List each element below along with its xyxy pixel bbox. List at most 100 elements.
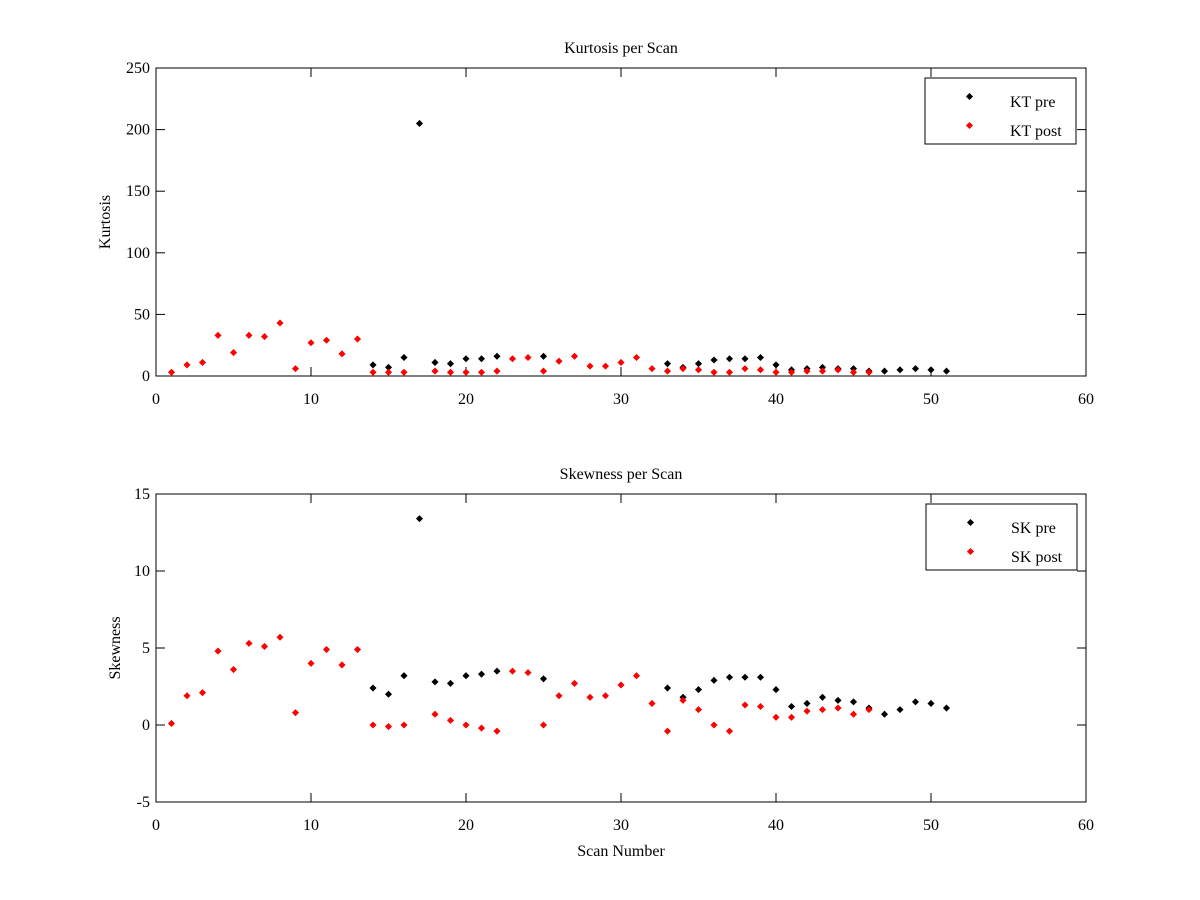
point-sk-post — [787, 713, 796, 721]
y-tick-label: 200 — [126, 122, 150, 139]
point-kt-post — [803, 367, 811, 375]
point-sk-post — [353, 646, 362, 654]
point-sk-post — [276, 633, 284, 641]
point-sk-post — [167, 719, 176, 727]
point-kt-pre — [539, 352, 548, 360]
y-tick-label: 5 — [142, 640, 150, 657]
point-kt-pre — [942, 367, 951, 375]
legend-label-sk-pre: SK pre — [1011, 520, 1056, 537]
point-sk-pre — [880, 710, 889, 718]
point-sk-post — [865, 706, 873, 714]
y-tick-label: 100 — [126, 245, 150, 262]
point-kt-post — [849, 368, 858, 376]
point-sk-post — [229, 666, 238, 674]
point-sk-post — [818, 706, 827, 714]
point-sk-pre — [710, 676, 718, 684]
point-sk-pre — [942, 704, 951, 712]
point-kt-post — [229, 349, 238, 357]
point-sk-post — [679, 696, 687, 704]
x-tick-label: 60 — [1078, 391, 1094, 408]
y-tick-label: -5 — [137, 794, 150, 811]
point-sk-pre — [539, 675, 548, 683]
skewness-title: Skewness per Scan — [560, 466, 683, 483]
point-sk-post — [245, 639, 253, 647]
point-sk-post — [183, 692, 191, 700]
point-sk-post — [710, 721, 718, 729]
point-kt-post — [555, 357, 563, 365]
legend-label-kt-post: KT post — [1010, 123, 1062, 140]
legend-marker-sk-post — [966, 547, 975, 556]
skewness-legend: SK pre SK post — [925, 503, 1078, 571]
legend-marker-sk-pre — [966, 518, 975, 527]
point-kt-pre — [927, 366, 935, 374]
point-sk-pre — [477, 670, 486, 678]
point-sk-post — [725, 727, 734, 735]
point-kt-post — [167, 368, 176, 376]
point-kt-pre — [896, 366, 904, 374]
x-tick-label: 30 — [613, 817, 629, 834]
point-sk-post — [338, 661, 346, 669]
point-sk-post — [477, 724, 486, 732]
point-sk-post — [214, 647, 222, 655]
point-sk-pre — [384, 690, 393, 698]
point-sk-post — [741, 701, 749, 709]
point-kt-pre — [756, 353, 765, 362]
point-sk-post — [756, 702, 765, 711]
point-kt-post — [353, 335, 362, 343]
point-sk-post — [632, 672, 641, 680]
point-sk-post — [663, 727, 672, 735]
point-sk-pre — [849, 698, 858, 706]
point-sk-pre — [400, 672, 408, 680]
y-tick-label: 50 — [134, 306, 150, 323]
point-sk-post — [431, 710, 439, 718]
point-kt-pre — [431, 358, 439, 366]
point-kt-post — [663, 367, 672, 375]
x-tick-label: 20 — [458, 817, 474, 834]
y-tick-label: 15 — [134, 486, 150, 503]
point-sk-pre — [787, 702, 796, 711]
kurtosis-legend-box — [924, 77, 1077, 145]
kurtosis-legend: KT pre KT post — [924, 77, 1077, 145]
point-kt-post — [865, 368, 873, 376]
point-sk-pre — [462, 672, 470, 680]
point-kt-post — [617, 358, 625, 366]
point-sk-post — [446, 716, 455, 724]
point-sk-pre — [834, 696, 842, 704]
point-kt-post — [601, 362, 610, 370]
x-tick-label: 50 — [923, 817, 939, 834]
point-kt-post — [431, 367, 439, 375]
point-sk-post — [570, 679, 579, 687]
point-sk-pre — [927, 699, 935, 707]
point-sk-pre — [369, 684, 377, 692]
point-kt-pre — [880, 367, 889, 375]
point-kt-pre — [725, 355, 734, 363]
kurtosis-points — [167, 119, 951, 376]
point-kt-post — [694, 366, 703, 374]
point-kt-post — [756, 366, 765, 374]
point-kt-post — [198, 358, 207, 366]
point-kt-post — [570, 352, 579, 360]
y-tick-label: 150 — [126, 183, 150, 200]
point-kt-pre — [446, 360, 455, 368]
point-sk-post — [555, 692, 563, 700]
point-kt-post — [524, 353, 532, 362]
point-sk-post — [849, 710, 858, 718]
point-sk-pre — [803, 699, 811, 707]
point-sk-post — [601, 692, 610, 700]
point-sk-post — [524, 669, 532, 677]
point-kt-post — [508, 355, 517, 363]
legend-marker-kt-pre — [965, 92, 974, 101]
point-sk-pre — [741, 673, 749, 681]
point-kt-post — [276, 319, 284, 327]
point-sk-post — [539, 721, 548, 729]
point-kt-pre — [493, 352, 501, 360]
point-sk-pre — [446, 679, 455, 687]
legend-label-kt-pre: KT pre — [1010, 94, 1055, 111]
skewness-ylabel: Skewness — [107, 616, 124, 679]
point-kt-pre — [415, 119, 424, 127]
point-kt-post — [493, 367, 501, 375]
point-sk-post — [307, 659, 315, 667]
point-sk-post — [772, 713, 780, 721]
point-kt-post — [586, 362, 594, 370]
